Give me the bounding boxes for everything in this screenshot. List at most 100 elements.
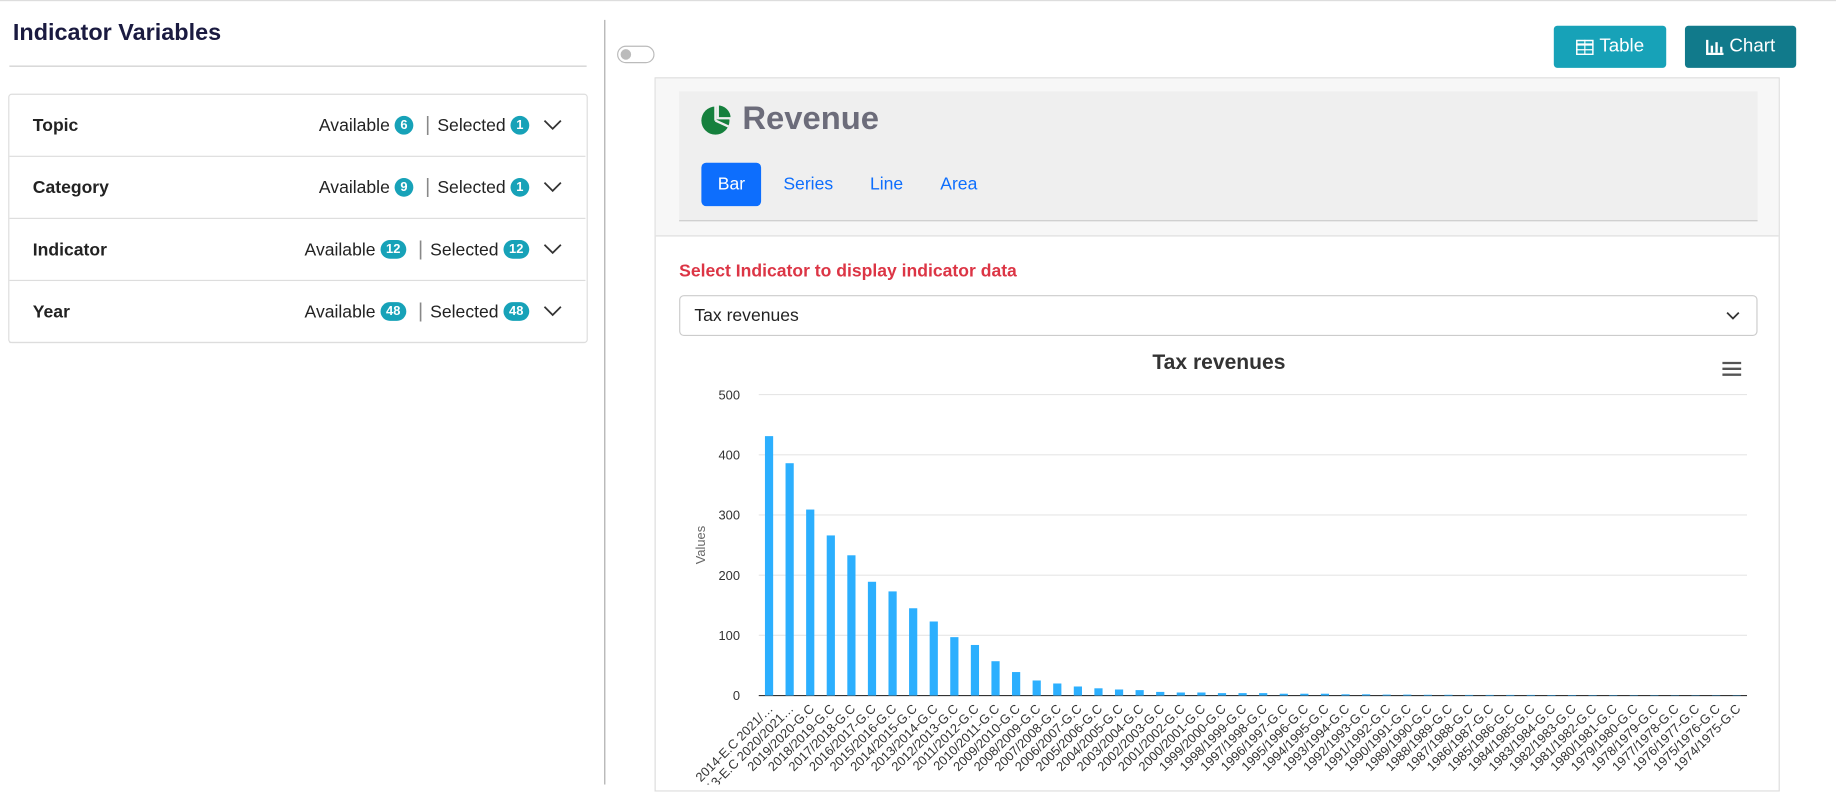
selected-label: Selected [437, 115, 505, 135]
y-tick-label: 200 [719, 568, 740, 583]
bar [971, 645, 979, 696]
bar [950, 637, 958, 695]
divider [604, 20, 605, 785]
chevron [1726, 311, 1740, 320]
bar [1074, 686, 1082, 695]
bar [1197, 693, 1205, 696]
sidebar-title: Indicator Variables [13, 20, 221, 47]
select-value: Tax revenues [694, 306, 1726, 326]
bar [1094, 688, 1102, 695]
bar [806, 510, 814, 696]
selected-count: 12 [503, 240, 529, 259]
available-count: 6 [395, 116, 414, 135]
tab[interactable]: Line [854, 163, 920, 206]
bar [1506, 695, 1514, 696]
y-axis-label: Values [693, 526, 708, 564]
bar [1362, 694, 1370, 695]
separator: | [425, 114, 430, 137]
filter-name: Category [33, 177, 319, 197]
selected-count: 48 [503, 302, 529, 321]
selected-label: Selected [430, 239, 498, 259]
available-label: Available [319, 177, 390, 197]
bar [1259, 693, 1267, 695]
selected-label: Selected [430, 302, 498, 322]
bar [786, 463, 794, 695]
selected-count: 1 [510, 116, 529, 135]
y-tick-label: 0 [733, 688, 740, 703]
button-label: Table [1599, 36, 1644, 57]
bar [827, 535, 835, 695]
bar [868, 582, 876, 696]
bar [991, 661, 999, 695]
selected-label: Selected [437, 177, 505, 197]
bar [1053, 683, 1061, 695]
toggle[interactable] [617, 46, 654, 64]
bar [1341, 694, 1349, 695]
separator: | [418, 300, 423, 323]
bar [1424, 695, 1432, 696]
separator: | [425, 176, 430, 199]
y-tick-label: 400 [719, 447, 740, 462]
bar [847, 555, 855, 695]
divider [9, 66, 586, 67]
bar [1218, 693, 1226, 695]
bar [1403, 695, 1411, 696]
bar [1383, 695, 1391, 696]
tab[interactable]: Area [924, 163, 994, 206]
indicator-select[interactable]: Tax revenues [679, 295, 1757, 336]
bar [1033, 680, 1041, 695]
y-tick-label: 500 [719, 387, 740, 402]
available-count: 12 [380, 240, 406, 259]
bar [1115, 690, 1123, 696]
bar [1300, 694, 1308, 696]
tab-active[interactable]: Bar [701, 163, 761, 206]
bar [1465, 695, 1473, 696]
bar [1136, 690, 1144, 695]
filter-name: Topic [33, 115, 319, 135]
bar [1444, 695, 1452, 696]
bar [1527, 695, 1535, 696]
chevron [543, 181, 562, 193]
chart: Tax revenuesValues01002003004005002014-E… [679, 341, 1756, 785]
icon [1576, 39, 1594, 54]
selected-count: 1 [510, 178, 529, 197]
chevron [543, 306, 562, 318]
chart-title: Tax revenues [1152, 351, 1285, 374]
bar [909, 608, 917, 695]
bar [888, 591, 896, 695]
table-button[interactable]: Table [1554, 26, 1666, 68]
bar [1280, 694, 1288, 696]
bar [765, 436, 773, 695]
bar [1321, 694, 1329, 696]
chevron [543, 119, 562, 131]
pie-icon [700, 103, 733, 136]
available-label: Available [305, 239, 376, 259]
button-label: Chart [1729, 36, 1775, 57]
bar [1156, 692, 1164, 696]
prompt: Select Indicator to display indicator da… [679, 261, 1017, 281]
bar [1486, 695, 1494, 696]
menu-icon[interactable] [1722, 363, 1741, 375]
available-count: 48 [380, 302, 406, 321]
chart-button[interactable]: Chart [1685, 26, 1796, 68]
separator: | [418, 238, 423, 261]
page-title: Revenue [742, 100, 879, 137]
bar [930, 621, 938, 695]
bar [1238, 693, 1246, 695]
available-label: Available [305, 302, 376, 322]
chevron [543, 244, 562, 256]
y-tick-label: 100 [719, 628, 740, 643]
filter-name: Year [33, 302, 305, 322]
bar [1012, 672, 1020, 695]
filter-name: Indicator [33, 239, 305, 259]
icon [1706, 39, 1724, 54]
tab[interactable]: Series [767, 163, 850, 206]
available-label: Available [319, 115, 390, 135]
available-count: 9 [395, 178, 414, 197]
